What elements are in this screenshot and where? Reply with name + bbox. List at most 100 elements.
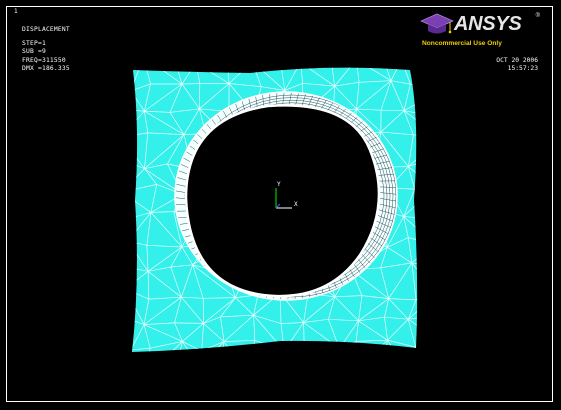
mesh-edge bbox=[170, 246, 183, 268]
mesh-edge bbox=[380, 110, 405, 133]
mesh-edge bbox=[390, 80, 411, 85]
mesh-edge bbox=[144, 110, 171, 113]
mesh-edge bbox=[227, 61, 252, 62]
mesh-edge bbox=[432, 158, 453, 169]
mesh-edge bbox=[132, 288, 149, 300]
mesh-edge bbox=[358, 298, 389, 322]
mesh-edge bbox=[384, 298, 390, 318]
mesh-edge bbox=[380, 247, 388, 268]
mesh-edge bbox=[167, 134, 185, 165]
mesh-edge bbox=[453, 116, 466, 135]
mesh-edge bbox=[150, 341, 183, 349]
mesh-edge bbox=[431, 316, 459, 317]
mesh-edge bbox=[195, 67, 230, 84]
mesh-edge bbox=[132, 349, 148, 352]
mesh-edge bbox=[434, 213, 455, 244]
mesh-edge bbox=[415, 341, 418, 348]
mesh-edge bbox=[229, 83, 262, 88]
mesh-edge bbox=[358, 295, 363, 321]
mesh-edge bbox=[220, 316, 225, 342]
mesh-edge bbox=[181, 296, 204, 324]
mesh-edge bbox=[431, 266, 437, 294]
mesh-edge bbox=[147, 375, 174, 376]
mesh-edge bbox=[432, 138, 441, 159]
mesh-edge bbox=[279, 67, 286, 91]
mesh-edge bbox=[384, 316, 409, 320]
mesh-edge bbox=[223, 341, 247, 352]
mesh-edge bbox=[431, 316, 441, 341]
mesh-edge bbox=[126, 373, 148, 376]
logo-license-subtitle: Noncommercial Use Only bbox=[422, 40, 502, 47]
mesh-edge bbox=[251, 67, 262, 87]
mesh-edge bbox=[331, 348, 340, 352]
plot-time-label: 15:57:23 bbox=[507, 65, 538, 72]
mesh-edge bbox=[192, 264, 204, 299]
mesh-edge bbox=[434, 242, 461, 245]
mesh-edge bbox=[380, 131, 414, 136]
hole-outer-edge bbox=[174, 91, 398, 301]
mesh-edge bbox=[453, 169, 470, 196]
mesh-edge bbox=[390, 80, 405, 111]
mesh-edge bbox=[148, 296, 182, 300]
mesh-edge bbox=[132, 324, 145, 351]
mesh-edge bbox=[169, 112, 185, 135]
mesh-edge bbox=[173, 211, 183, 248]
mesh-edge bbox=[434, 188, 455, 213]
mesh-edge bbox=[143, 324, 183, 342]
mesh-edge bbox=[198, 341, 225, 352]
mesh-edge bbox=[301, 55, 331, 63]
mesh-edge bbox=[411, 262, 417, 300]
mesh-edge bbox=[114, 65, 131, 91]
mesh-edge bbox=[272, 350, 285, 352]
mesh-edge bbox=[147, 271, 182, 298]
mesh-edge bbox=[174, 322, 183, 342]
mesh-edge bbox=[462, 349, 463, 372]
mesh-edge bbox=[132, 212, 152, 242]
mesh-edge bbox=[280, 57, 301, 63]
mesh-edge bbox=[385, 60, 401, 64]
hole-interior bbox=[184, 104, 381, 298]
mesh-edge bbox=[437, 61, 460, 62]
mesh-edge bbox=[147, 271, 150, 300]
mesh-edge bbox=[382, 371, 409, 374]
mesh-edge bbox=[273, 369, 303, 374]
mesh-edge bbox=[169, 83, 183, 113]
mesh-edge bbox=[203, 323, 225, 342]
mesh-edge bbox=[118, 289, 125, 315]
mesh-edge bbox=[355, 341, 360, 352]
mesh-edge bbox=[380, 131, 409, 167]
window-number-label: 1 bbox=[14, 8, 18, 15]
mesh-edge bbox=[146, 212, 152, 246]
mesh-edge bbox=[132, 314, 145, 325]
mesh-edge bbox=[144, 111, 149, 133]
mesh-edge bbox=[144, 110, 185, 135]
mesh-edge bbox=[144, 83, 151, 112]
mesh-edge bbox=[334, 81, 360, 87]
mesh-edge bbox=[330, 55, 356, 60]
mesh-edge bbox=[407, 299, 417, 320]
mesh-edge bbox=[356, 80, 392, 110]
mesh-edge bbox=[441, 116, 453, 138]
mesh-edge bbox=[408, 134, 414, 167]
mesh-edge bbox=[436, 342, 441, 368]
mesh-edge bbox=[303, 348, 340, 352]
mesh-edge bbox=[358, 316, 385, 322]
mesh-edge bbox=[414, 187, 418, 190]
mesh-edge bbox=[170, 266, 182, 298]
mesh-edge bbox=[387, 237, 409, 248]
mesh-edge bbox=[456, 196, 470, 213]
logo-registered-mark: ® bbox=[535, 13, 540, 19]
mesh-edge bbox=[388, 262, 413, 299]
mesh-edge bbox=[330, 67, 336, 87]
mesh-edge bbox=[431, 294, 438, 317]
mesh-edge bbox=[150, 184, 158, 213]
mesh-edge bbox=[408, 237, 418, 245]
mesh-edge bbox=[401, 67, 411, 85]
mesh-edge bbox=[126, 350, 131, 373]
mesh-edge bbox=[440, 61, 460, 91]
mesh-edge bbox=[408, 158, 418, 167]
frequency-label: FREQ=311550 bbox=[22, 56, 66, 64]
mesh-edge bbox=[356, 67, 392, 81]
